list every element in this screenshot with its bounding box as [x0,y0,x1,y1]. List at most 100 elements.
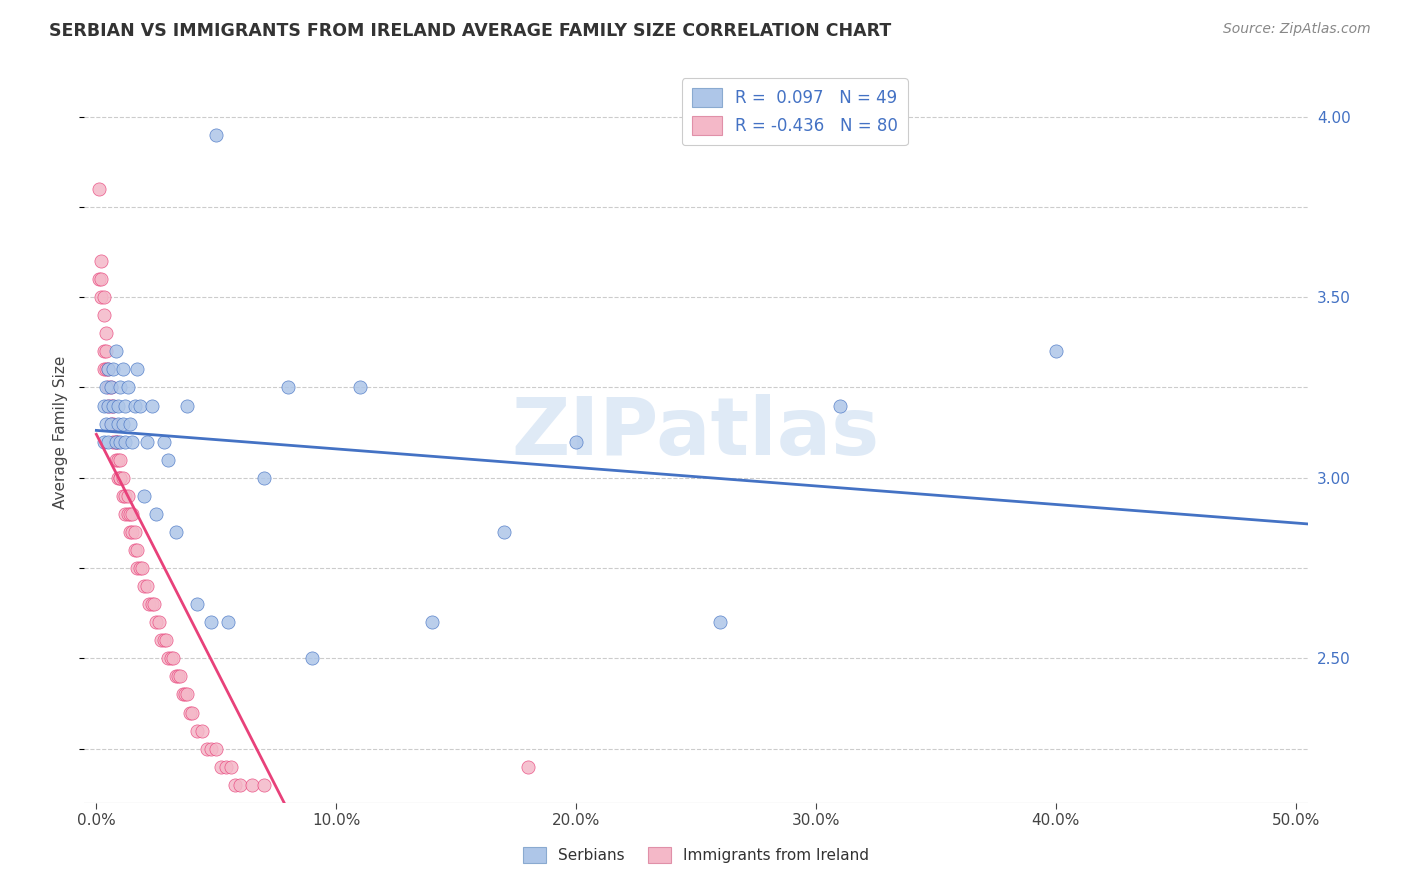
Point [138,597,160,611]
Point [186,597,208,611]
Point [101,434,124,449]
Point [141,597,163,611]
Point [135,579,157,593]
Point [97,362,120,376]
Point [152,434,174,449]
Point [162,651,184,665]
Point [186,723,208,738]
Point [205,741,228,756]
Point [150,633,173,648]
Point [159,651,181,665]
Point [127,362,149,376]
Point [117,507,139,521]
Point [157,651,180,665]
Point [118,524,141,539]
Point [128,561,150,575]
Point [110,471,132,485]
Point [104,434,127,449]
Point [100,417,122,431]
Point [104,434,127,449]
Point [93,362,115,376]
Point [110,471,132,485]
Point [176,399,198,413]
Point [253,471,276,485]
Point [90,290,112,304]
Text: ZIPatlas: ZIPatlas [512,393,880,472]
Point [253,778,276,792]
Point [709,615,731,630]
Point [174,688,197,702]
Point [215,760,238,774]
Point [93,344,115,359]
Point [118,507,141,521]
Point [101,399,124,413]
Point [240,778,263,792]
Point [104,344,127,359]
Point [191,723,214,738]
Point [169,669,191,683]
Point [114,399,136,413]
Point [97,399,120,413]
Point [217,615,239,630]
Point [420,615,443,630]
Point [110,434,132,449]
Point [828,399,851,413]
Point [94,417,117,431]
Point [565,434,588,449]
Point [127,543,149,558]
Point [90,254,112,268]
Point [152,633,174,648]
Point [111,417,134,431]
Point [127,561,149,575]
Point [93,399,115,413]
Point [90,272,112,286]
Point [176,688,198,702]
Point [172,688,194,702]
Point [145,615,167,630]
Point [141,399,163,413]
Point [107,471,129,485]
Text: Source: ZipAtlas.com: Source: ZipAtlas.com [1223,22,1371,37]
Point [124,543,146,558]
Point [349,380,371,394]
Point [114,489,136,503]
Point [111,471,134,485]
Point [135,434,157,449]
Point [117,380,139,394]
Point [224,778,246,792]
Point [1045,344,1067,359]
Point [97,362,120,376]
Point [87,182,110,196]
Point [209,760,232,774]
Point [124,524,146,539]
Point [200,741,222,756]
Point [165,669,187,683]
Point [100,399,122,413]
Point [165,524,187,539]
Point [104,452,127,467]
Point [179,706,201,720]
Point [131,561,153,575]
Point [111,489,134,503]
Point [111,362,134,376]
Point [107,417,129,431]
Point [87,272,110,286]
Point [121,524,143,539]
Point [93,434,115,449]
Text: SERBIAN VS IMMIGRANTS FROM IRELAND AVERAGE FAMILY SIZE CORRELATION CHART: SERBIAN VS IMMIGRANTS FROM IRELAND AVERA… [49,22,891,40]
Point [110,452,132,467]
Point [128,399,150,413]
Point [101,399,124,413]
Point [114,507,136,521]
Point [229,778,252,792]
Point [100,380,122,394]
Point [157,452,180,467]
Point [117,489,139,503]
Point [94,380,117,394]
Point [93,308,115,322]
Point [104,434,127,449]
Point [94,326,117,341]
Point [93,290,115,304]
Point [101,362,124,376]
Point [118,417,141,431]
